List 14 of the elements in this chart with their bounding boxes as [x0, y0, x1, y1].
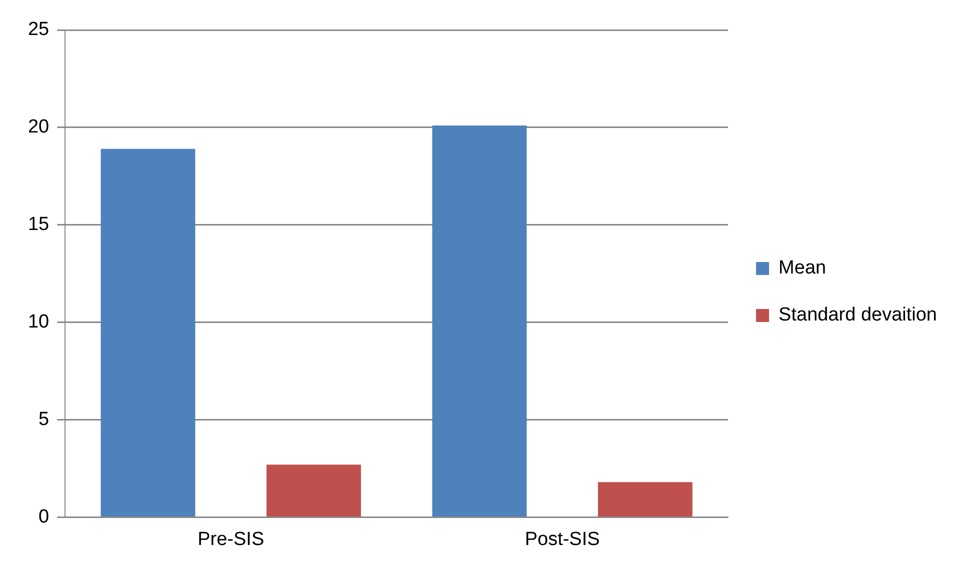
y-tick-label: 25	[28, 19, 50, 40]
legend-label: Standard devaition	[778, 304, 938, 326]
legend-label: Mean	[778, 258, 826, 279]
y-tick-label: 10	[28, 312, 50, 333]
x-tick-label: Post-SIS	[524, 528, 600, 550]
bar	[432, 125, 527, 516]
y-tick-label: 5	[38, 408, 50, 430]
bar	[598, 482, 692, 516]
y-tick-label: 0	[38, 506, 50, 528]
bar	[100, 148, 196, 516]
x-tick-label: Pre-SIS	[198, 528, 264, 550]
y-tick-label: 20	[28, 116, 50, 138]
bar	[266, 464, 361, 516]
y-tick-label: 15	[28, 214, 50, 236]
